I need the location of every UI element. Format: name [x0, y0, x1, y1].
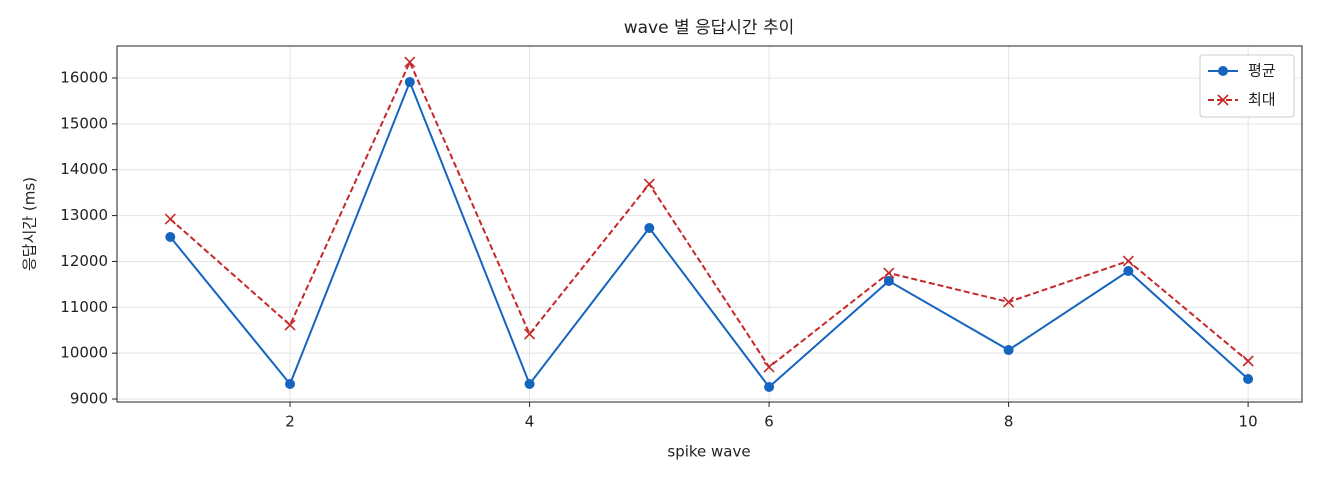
- legend-marker: [1218, 66, 1228, 76]
- x-tick-label: 4: [525, 413, 535, 431]
- point: [883, 267, 895, 279]
- point: [523, 328, 536, 340]
- point: [1003, 296, 1015, 308]
- plot-frame: [116, 45, 1303, 403]
- x-tick-label: 2: [285, 413, 295, 431]
- series-line: [169, 59, 1249, 369]
- point: [643, 178, 655, 190]
- x-tick-label: 10: [1239, 413, 1258, 431]
- point: [1242, 355, 1254, 367]
- point: [524, 379, 535, 390]
- y-tick-label: 14000: [60, 160, 108, 178]
- point: [404, 56, 416, 68]
- y-tick-label: 11000: [60, 298, 108, 316]
- legend-label: 평균: [1248, 62, 1276, 80]
- point: [284, 319, 296, 331]
- y-tick-label: 9000: [70, 390, 108, 408]
- chart-title: wave 별 응답시간 추이: [624, 18, 795, 38]
- point: [644, 223, 655, 234]
- point: [1003, 345, 1014, 356]
- y-tick-label: 16000: [60, 69, 108, 87]
- point: [1123, 266, 1134, 277]
- point: [404, 77, 415, 88]
- x-tick-label: 8: [1004, 413, 1014, 431]
- point: [164, 213, 176, 225]
- x-axis-label: spike wave: [667, 443, 750, 461]
- point: [763, 361, 775, 373]
- y-axis-label: 응답시간 (ms): [21, 177, 39, 271]
- point: [285, 379, 296, 390]
- legend-marker: [1217, 94, 1229, 106]
- point: [1122, 255, 1134, 267]
- y-tick-label: 15000: [60, 114, 108, 132]
- legend-box: [1199, 54, 1295, 118]
- point: [1243, 374, 1254, 385]
- legend-label: 최대: [1248, 91, 1276, 109]
- series-line: [169, 79, 1249, 389]
- point: [764, 382, 775, 393]
- y-tick-label: 12000: [60, 252, 108, 270]
- y-tick-label: 10000: [60, 344, 108, 362]
- x-tick-label: 6: [764, 413, 774, 431]
- point: [883, 276, 894, 287]
- point: [165, 232, 176, 243]
- y-tick-label: 13000: [60, 206, 108, 224]
